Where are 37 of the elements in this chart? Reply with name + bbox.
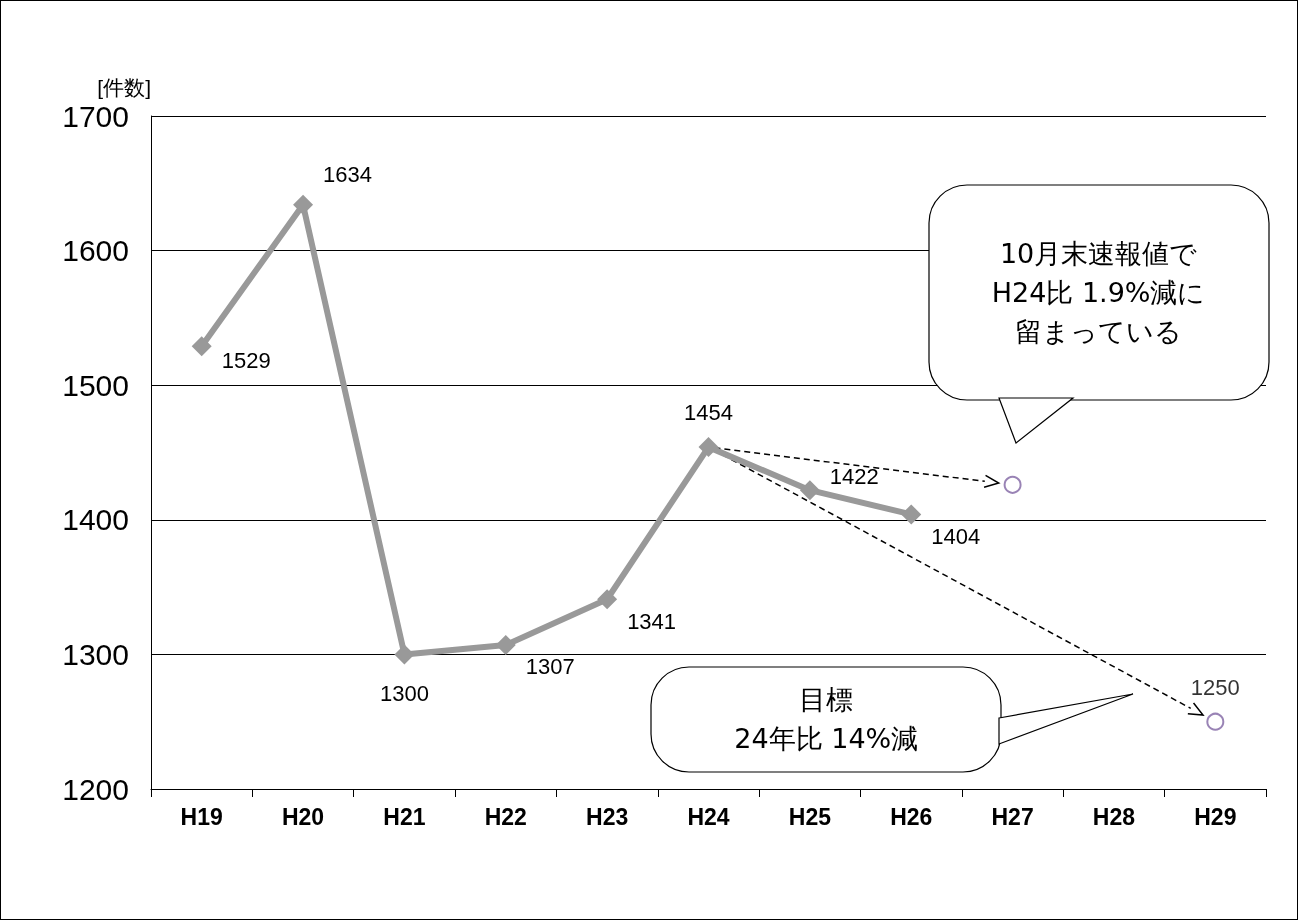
x-tick-label: H19 [180, 803, 223, 830]
y-tick-label: 1500 [62, 368, 129, 402]
data-label: 1634 [323, 162, 372, 188]
point [799, 480, 820, 501]
data-label: 1341 [627, 608, 677, 634]
point [901, 504, 922, 525]
x-tick-label: H21 [383, 803, 426, 830]
x-tick-label: H20 [281, 803, 325, 830]
annotation: 10月末速報値で H24比 1.9%減に留まっている [990, 236, 1207, 349]
y-tick-label: 1700 [62, 99, 129, 133]
annotation: 目標 24年比 14%減 [733, 683, 920, 757]
point [597, 589, 618, 610]
y-tick-label: 1300 [62, 637, 129, 671]
x-tick-label: H22 [484, 803, 527, 830]
data-label: 1529 [221, 347, 271, 373]
data-label: 1307 [525, 654, 575, 680]
data-label: 1404 [931, 523, 981, 549]
y-tick-label: 1600 [62, 234, 129, 268]
data-label: 1250 [1190, 675, 1240, 701]
data-label: 1454 [684, 399, 733, 425]
point [191, 336, 212, 357]
x-tick-label: H29 [1194, 803, 1237, 830]
x-tick-label: H28 [1092, 803, 1136, 830]
y-tick-label: 1400 [62, 503, 129, 537]
x-tick-label: H23 [586, 803, 629, 830]
point [394, 644, 415, 665]
y-tick-label: 1200 [62, 772, 129, 806]
data-label: 1300 [379, 680, 429, 706]
point [698, 437, 719, 458]
data-label: 1422 [829, 463, 879, 489]
x-tick-label: H27 [991, 803, 1034, 830]
point [495, 634, 516, 655]
x-tick-label: H24 [687, 803, 730, 830]
x-tick-label: H25 [788, 803, 832, 830]
point [293, 194, 314, 215]
x-tick-label: H26 [890, 803, 933, 830]
y-axis-title: [件数] [97, 76, 151, 99]
